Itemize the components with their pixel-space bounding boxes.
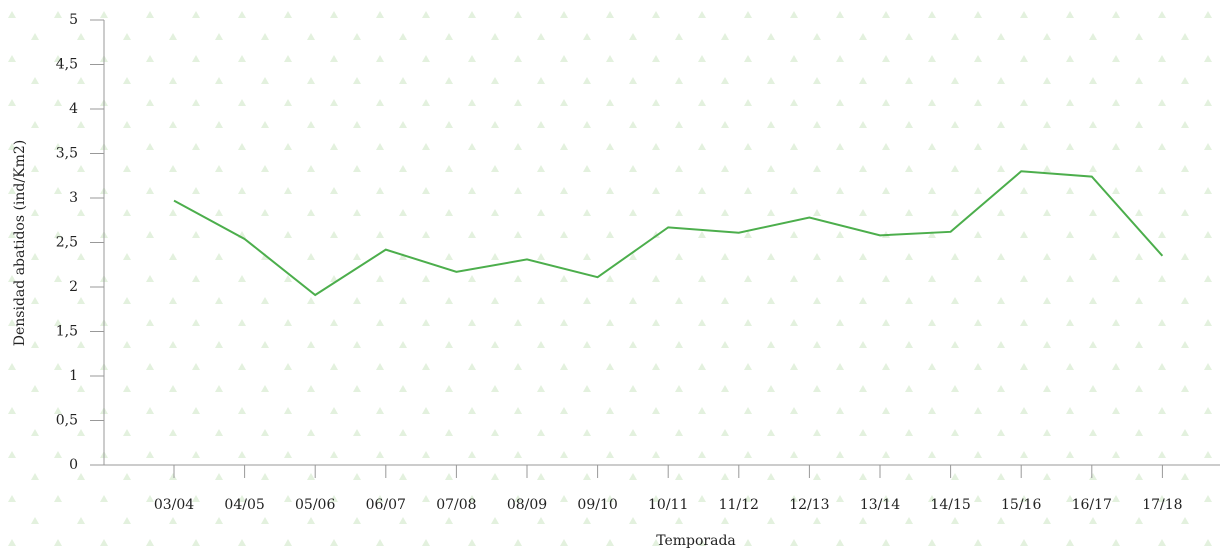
y-tick-label: 1 [69, 368, 78, 384]
x-tick-label: 03/04 [154, 497, 194, 513]
x-tick-label: 13/14 [860, 497, 900, 513]
x-tick-label: 05/06 [295, 497, 335, 513]
x-tick-label: 16/17 [1072, 497, 1112, 513]
y-tick-label: 2 [69, 279, 78, 295]
x-axis-label: Temporada [656, 533, 736, 549]
y-tick-label: 3,5 [56, 146, 78, 162]
y-tick-label: 3 [69, 190, 78, 206]
y-tick-label: 4 [69, 101, 78, 117]
x-tick-label: 07/08 [436, 497, 476, 513]
x-tick-label: 12/13 [789, 497, 829, 513]
x-tick-label: 14/15 [930, 497, 970, 513]
x-tick-label: 15/16 [1001, 497, 1041, 513]
x-tick-label: 08/09 [507, 497, 547, 513]
y-tick-label: 5 [69, 12, 78, 28]
line-series [173, 170, 1164, 297]
y-tick-label: 2,5 [56, 235, 78, 251]
y-tick-label: 0 [69, 457, 78, 473]
y-axis-label: Densidad abatidos (ind/Km2) [12, 140, 28, 346]
y-tick-label: 4,5 [56, 57, 78, 73]
x-tick-label: 06/07 [366, 497, 406, 513]
y-tick-label: 0,5 [56, 413, 78, 429]
x-tick-label: 17/18 [1142, 497, 1182, 513]
x-tick-label: 10/11 [648, 497, 688, 513]
x-tick-label: 04/05 [224, 497, 264, 513]
x-tick-label: 11/12 [719, 497, 759, 513]
y-tick-label: 1,5 [56, 324, 78, 340]
x-tick-label: 09/10 [577, 497, 617, 513]
